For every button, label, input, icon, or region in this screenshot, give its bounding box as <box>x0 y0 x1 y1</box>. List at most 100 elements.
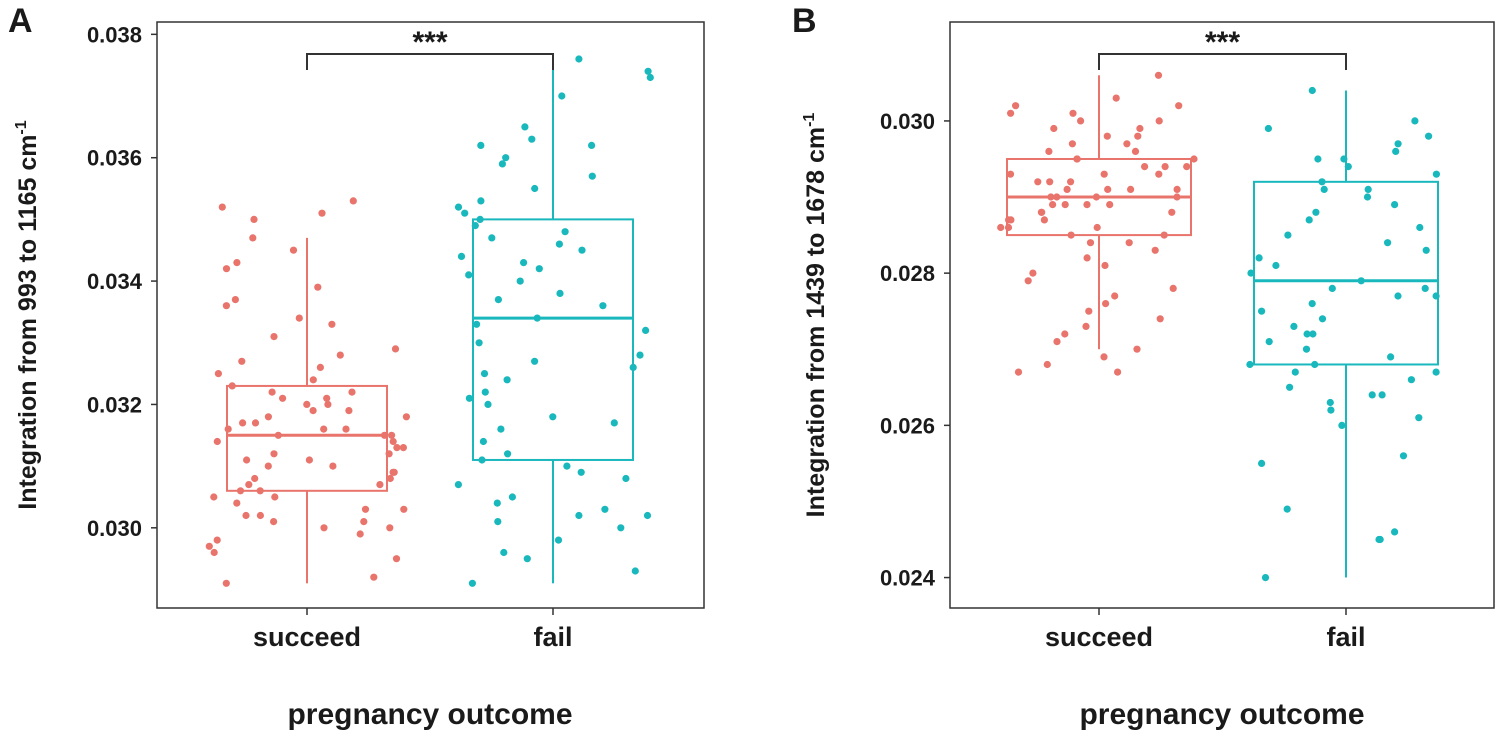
data-point <box>295 314 303 322</box>
data-point <box>214 370 222 378</box>
data-point <box>1432 368 1440 376</box>
data-point <box>601 505 609 513</box>
data-point <box>314 283 322 291</box>
y-axis-a: 0.030 0.032 0.034 0.036 0.038 <box>87 22 554 615</box>
data-point <box>243 456 251 464</box>
data-point <box>289 246 298 254</box>
data-point <box>1136 124 1144 133</box>
data-point <box>1175 102 1183 110</box>
data-point <box>345 407 353 415</box>
data-point <box>1183 163 1191 171</box>
data-point <box>468 579 476 587</box>
data-point <box>1012 102 1020 110</box>
data-point <box>473 320 481 328</box>
data-point <box>1311 360 1319 369</box>
data-point <box>303 400 311 408</box>
box-succeed <box>226 237 388 584</box>
data-point <box>997 223 1005 232</box>
data-point <box>1422 246 1430 254</box>
data-point <box>328 320 336 328</box>
panel-label-b: B <box>792 2 817 40</box>
data-point <box>1111 292 1119 300</box>
data-point <box>1067 178 1075 186</box>
data-point <box>1100 170 1108 178</box>
significance-label-a: *** <box>412 26 447 59</box>
data-point <box>554 536 563 544</box>
data-point <box>392 555 401 563</box>
data-point <box>1103 132 1111 140</box>
data-point <box>1392 147 1400 155</box>
y-axis-title-sup-b: -1 <box>801 113 818 127</box>
data-point <box>274 431 282 439</box>
data-point <box>1086 239 1095 247</box>
data-point <box>1073 155 1081 163</box>
data-point <box>1067 231 1075 239</box>
data-point <box>1265 338 1273 346</box>
data-point <box>239 419 247 427</box>
y-tick-label: 0.024 <box>880 566 936 591</box>
data-point <box>1104 185 1112 193</box>
data-point <box>454 203 463 211</box>
data-point <box>1043 360 1051 369</box>
y-tick-label: 0.032 <box>87 392 142 417</box>
data-point <box>617 524 625 532</box>
data-point <box>242 511 250 520</box>
data-point <box>210 548 218 557</box>
data-point <box>1432 170 1440 178</box>
data-point <box>1061 330 1069 338</box>
data-point <box>1085 307 1093 315</box>
data-point <box>531 184 539 193</box>
data-point <box>465 394 473 402</box>
data-point <box>1394 292 1402 300</box>
data-point <box>533 314 541 322</box>
data-point <box>389 437 397 446</box>
data-point <box>1141 163 1149 171</box>
data-point <box>1024 277 1032 285</box>
data-point <box>457 252 466 260</box>
y-tick-label: 0.026 <box>880 413 935 438</box>
data-point <box>476 215 484 223</box>
data-point <box>348 388 356 396</box>
data-point <box>575 55 583 63</box>
data-point <box>1068 140 1076 148</box>
data-point <box>1432 292 1440 300</box>
significance-bracket-b <box>1098 53 1347 70</box>
data-point <box>1007 109 1015 117</box>
x-category-fail-a: fail <box>533 622 572 652</box>
data-point <box>249 234 257 242</box>
data-point <box>1378 391 1386 399</box>
data-point <box>1061 201 1069 209</box>
data-point <box>1190 155 1198 163</box>
data-point <box>1083 201 1091 209</box>
data-point <box>264 413 272 421</box>
data-point <box>599 302 607 310</box>
data-point <box>1394 140 1402 148</box>
data-point <box>233 259 241 267</box>
data-point <box>1303 330 1311 338</box>
data-point <box>1286 383 1294 391</box>
boxes-a <box>226 59 634 584</box>
data-point <box>1272 261 1280 270</box>
data-point <box>1082 322 1090 330</box>
data-point <box>390 468 398 476</box>
data-point <box>631 567 639 575</box>
box-succeed <box>1006 75 1192 350</box>
data-point <box>1161 163 1169 171</box>
data-point <box>218 203 226 211</box>
x-category-succeed-b: succeed <box>1045 622 1153 652</box>
data-point <box>1314 155 1322 163</box>
data-point <box>210 493 218 501</box>
data-point <box>250 215 258 223</box>
data-point <box>1047 193 1055 201</box>
box-iqr <box>226 384 388 492</box>
data-point <box>646 73 654 82</box>
data-point <box>1318 315 1327 323</box>
data-point <box>1261 574 1270 582</box>
y-tick-label: 0.030 <box>87 516 142 541</box>
data-point <box>1375 535 1383 544</box>
data-point <box>498 160 506 168</box>
data-point <box>385 450 393 458</box>
data-point <box>399 444 407 452</box>
data-point <box>1040 216 1048 224</box>
data-point <box>516 277 524 285</box>
